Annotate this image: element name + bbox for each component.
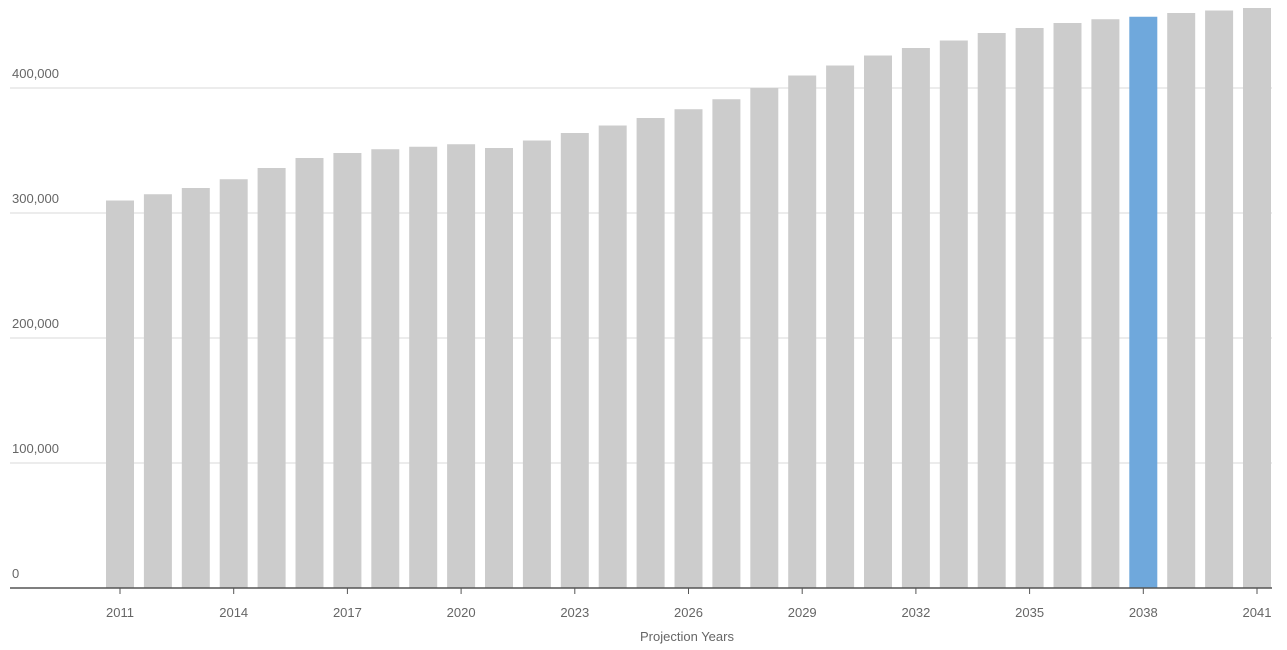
bar-2029[interactable] xyxy=(788,75,817,589)
bar-2014[interactable] xyxy=(219,179,248,588)
bars xyxy=(106,8,1271,588)
y-tick-label: 100,000 xyxy=(12,441,59,456)
x-tick-label: 2038 xyxy=(1129,605,1158,620)
bar-2026[interactable] xyxy=(674,109,703,588)
x-tick-label: 2011 xyxy=(106,605,134,620)
x-tick-label: 2014 xyxy=(219,605,248,620)
bar-2039[interactable] xyxy=(1167,13,1196,588)
x-tick-label: 2017 xyxy=(333,605,362,620)
bar-2012[interactable] xyxy=(143,194,172,588)
bar-2013[interactable] xyxy=(181,188,210,588)
bar-2027[interactable] xyxy=(712,99,741,588)
y-tick-label: 0 xyxy=(12,566,19,581)
x-tick-label: 2041 xyxy=(1243,605,1272,620)
bar-2035[interactable] xyxy=(1015,28,1044,588)
bar-2038[interactable] xyxy=(1129,16,1158,588)
bar-2036[interactable] xyxy=(1053,23,1082,588)
x-axis-label: Projection Years xyxy=(640,629,734,644)
x-tick-label: 2023 xyxy=(560,605,589,620)
y-tick-label: 200,000 xyxy=(12,316,59,331)
y-axis-ticks: 0 100,000 200,000 300,000 400,000 xyxy=(12,66,59,581)
bar-2034[interactable] xyxy=(977,33,1006,588)
bar-2025[interactable] xyxy=(636,118,665,588)
x-tick-label: 2020 xyxy=(447,605,476,620)
bar-2019[interactable] xyxy=(409,146,438,588)
bar-2023[interactable] xyxy=(560,133,589,588)
bar-2030[interactable] xyxy=(826,65,855,589)
y-tick-label: 300,000 xyxy=(12,191,59,206)
x-tick-label: 2029 xyxy=(788,605,817,620)
bar-2028[interactable] xyxy=(750,88,779,588)
bar-2033[interactable] xyxy=(939,40,968,589)
x-axis-ticks: 2011 2014 2017 2020 2023 2026 2029 2032 2035 2038… xyxy=(106,588,1271,620)
x-tick-label: 2035 xyxy=(1015,605,1044,620)
bar-2021[interactable] xyxy=(485,148,513,588)
x-tick-label: 2026 xyxy=(674,605,703,620)
bar-2040[interactable] xyxy=(1205,10,1234,589)
bar-2032[interactable] xyxy=(901,48,930,588)
bar-2022[interactable] xyxy=(522,140,551,589)
x-tick-label: 2032 xyxy=(901,605,930,620)
bar-2020[interactable] xyxy=(447,144,476,588)
bar-2018[interactable] xyxy=(371,149,400,588)
bar-2031[interactable] xyxy=(864,55,892,589)
bar-2037[interactable] xyxy=(1091,19,1120,588)
bar-2015[interactable] xyxy=(257,168,286,588)
y-tick-label: 400,000 xyxy=(12,66,59,81)
bar-2016[interactable] xyxy=(295,158,324,588)
bar-2017[interactable] xyxy=(333,153,362,588)
bar-2024[interactable] xyxy=(598,125,627,589)
bar-2041[interactable] xyxy=(1243,8,1271,588)
bar-2011[interactable] xyxy=(106,200,134,589)
